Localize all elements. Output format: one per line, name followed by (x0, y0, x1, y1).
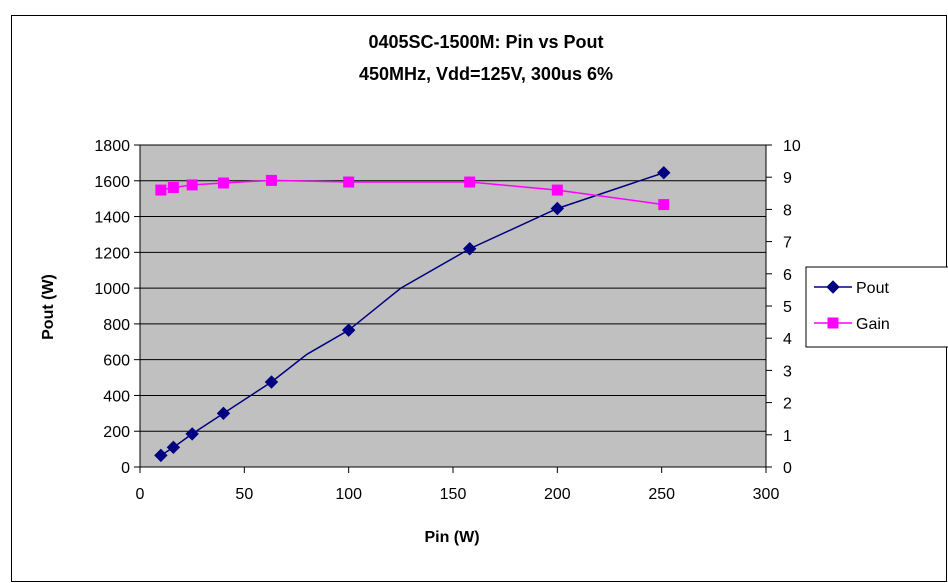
data-point-pout (341, 323, 356, 337)
y2-tick-label: 4 (783, 331, 792, 348)
y2-tick-label: 2 (783, 396, 792, 413)
plot-area (139, 144, 767, 468)
y2-tick-label: 0 (783, 460, 792, 477)
gridlines (140, 144, 766, 432)
legend-marker-pout (826, 280, 840, 294)
axes: 0200400600800100012001400160018000123456… (94, 138, 800, 503)
y-tick-label: 0 (121, 460, 130, 477)
data-point-gain (155, 184, 167, 196)
x-tick-label: 50 (235, 486, 253, 503)
x-tick-label: 200 (544, 486, 571, 503)
data-point-gain (464, 176, 476, 188)
y-axis-title: Pout (W) (40, 274, 57, 340)
data-point-gain (551, 184, 563, 196)
y2-tick-label: 7 (783, 235, 792, 252)
data-point-pout (185, 427, 199, 441)
y-tick-label: 600 (103, 353, 130, 370)
y2-tick-label: 8 (783, 202, 792, 219)
legend-label-pout: Pout (856, 280, 889, 297)
x-tick-label: 250 (648, 486, 675, 503)
legend-marker-gain (827, 317, 839, 329)
x-tick-label: 0 (136, 486, 145, 503)
y-tick-label: 1200 (94, 245, 130, 262)
y-tick-label: 1400 (94, 210, 130, 227)
data-point-pout (550, 201, 565, 216)
data-point-gain (186, 179, 198, 191)
chart-title: 0405SC-1500M: Pin vs Pout (368, 32, 603, 52)
y2-tick-label: 1 (783, 428, 792, 445)
data-point-gain (167, 182, 179, 194)
chart-subtitle: 450MHz, Vdd=125V, 300us 6% (359, 64, 613, 84)
data-point-pout (264, 375, 279, 389)
y2-tick-label: 10 (783, 138, 801, 155)
data-point-gain (265, 174, 277, 186)
data-point-gain (343, 176, 355, 188)
y-tick-label: 400 (103, 388, 130, 405)
y2-tick-label: 3 (783, 363, 792, 380)
y-tick-label: 1800 (94, 138, 130, 155)
x-tick-label: 150 (440, 486, 467, 503)
data-point-pout (166, 440, 181, 455)
data-point-gain (217, 177, 229, 189)
data-point-pout (154, 448, 168, 463)
x-tick-label: 300 (753, 486, 780, 503)
series-line-pout (160, 172, 664, 457)
data-point-pout (462, 242, 477, 256)
data-point-pout (216, 406, 231, 421)
y2-tick-label: 9 (783, 170, 792, 187)
y-tick-label: 1600 (94, 174, 130, 191)
y2-tick-label: 6 (783, 267, 792, 284)
series-layer (154, 166, 671, 463)
y-tick-label: 200 (103, 424, 130, 441)
data-point-pout (657, 166, 671, 180)
legend-label-gain: Gain (856, 316, 890, 333)
legend-box (805, 266, 948, 348)
y-tick-label: 800 (103, 317, 130, 334)
legend: Pout Gain (805, 266, 948, 348)
y-tick-label: 1000 (94, 281, 130, 298)
data-point-gain (658, 199, 670, 211)
x-axis-title: Pin (W) (424, 529, 479, 546)
y2-tick-label: 5 (783, 299, 792, 316)
x-tick-label: 100 (335, 486, 362, 503)
